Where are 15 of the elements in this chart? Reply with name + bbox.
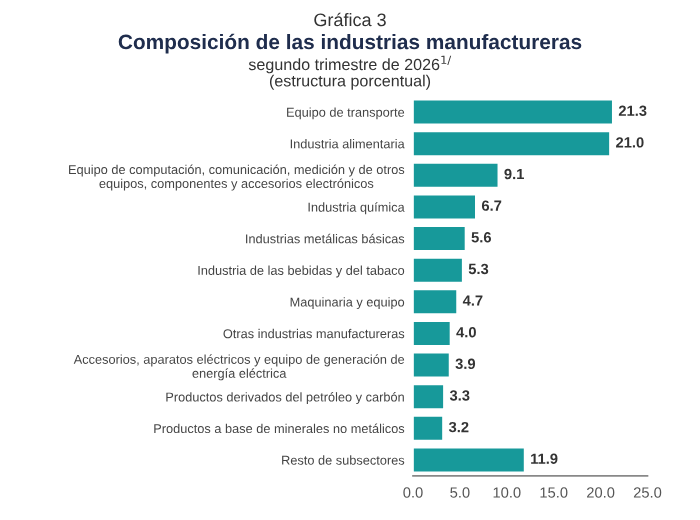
text: segundo trimestre de 2026$^{1/}$ (estructura porcentual) <box>248 55 452 90</box>
bar <box>413 225 467 252</box>
bar <box>413 288 458 315</box>
bar <box>413 415 444 442</box>
bar <box>413 193 477 221</box>
bar <box>413 383 445 410</box>
bar <box>413 446 526 474</box>
bar <box>413 130 611 157</box>
text: Gráfica 3 <box>314 12 386 27</box>
bar <box>413 320 452 347</box>
bar <box>413 162 500 189</box>
bar <box>413 351 451 379</box>
chart-title: Composición de las industrias manufactureras <box>118 33 582 54</box>
bar <box>413 98 614 126</box>
bar <box>413 257 464 284</box>
